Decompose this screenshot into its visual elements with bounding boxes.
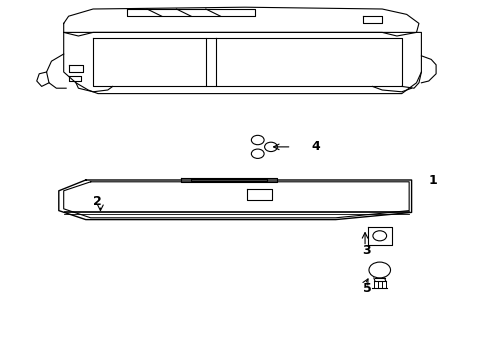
Text: 1: 1 bbox=[429, 174, 438, 186]
Text: 2: 2 bbox=[93, 195, 102, 208]
Text: 5: 5 bbox=[363, 282, 371, 295]
Text: 3: 3 bbox=[363, 244, 371, 257]
Text: 4: 4 bbox=[311, 140, 320, 153]
